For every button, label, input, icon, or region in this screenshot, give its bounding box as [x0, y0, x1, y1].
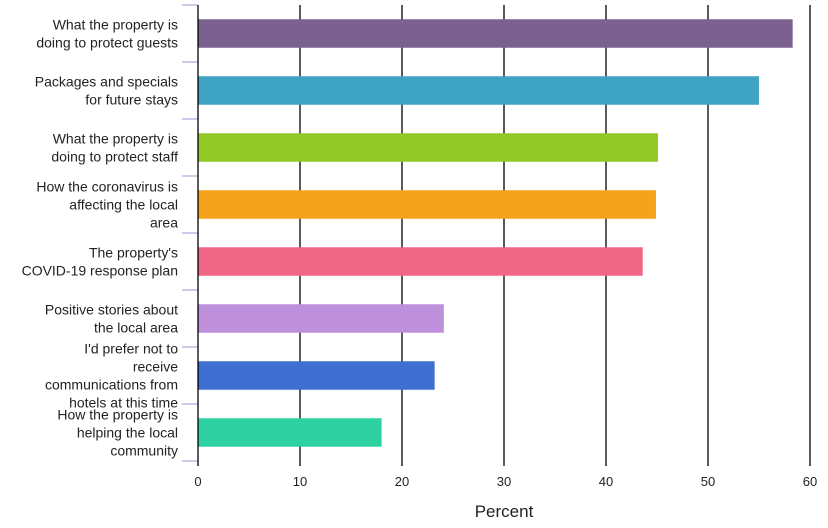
category-label: The property's COVID-19 response plan — [22, 245, 178, 279]
horizontal-bar-chart: What the property is doing to protect gue… — [0, 0, 828, 528]
category-label: Packages and specials for future stays — [35, 74, 178, 108]
x-tick-label-20: 20 — [395, 474, 409, 489]
bar-6 — [198, 304, 444, 333]
category-label: I'd prefer not to receive communications f… — [45, 341, 178, 411]
x-axis-ticks — [198, 461, 810, 466]
bar-1 — [198, 19, 793, 48]
x-tick-label-40: 40 — [599, 474, 613, 489]
category-ticks — [182, 5, 198, 461]
category-label: What the property is doing to protect gue… — [36, 17, 178, 51]
x-tick-label-10: 10 — [293, 474, 307, 489]
gridlines — [300, 5, 810, 461]
category-label: Positive stories about the local area — [45, 302, 178, 336]
bar-7 — [198, 361, 435, 390]
x-tick-label-60: 60 — [803, 474, 817, 489]
x-tick-label-50: 50 — [701, 474, 715, 489]
bar-2 — [198, 76, 759, 105]
x-tick-label-0: 0 — [194, 474, 201, 489]
x-axis-title: Percent — [475, 502, 534, 521]
bar-5 — [198, 247, 643, 276]
category-label: How the property is helping the local comm… — [57, 407, 178, 459]
category-label: What the property is doing to protect sta… — [51, 131, 178, 165]
category-label: How the coronavirus is affecting the loca… — [36, 179, 178, 231]
bar-3 — [198, 133, 658, 162]
bar-4 — [198, 190, 656, 219]
category-labels: What the property is doing to protect gue… — [22, 17, 179, 459]
x-axis-tick-labels: 0 10 20 30 40 50 60 — [194, 474, 817, 489]
x-tick-label-30: 30 — [497, 474, 511, 489]
bar-8 — [198, 418, 382, 447]
bars — [198, 19, 793, 447]
